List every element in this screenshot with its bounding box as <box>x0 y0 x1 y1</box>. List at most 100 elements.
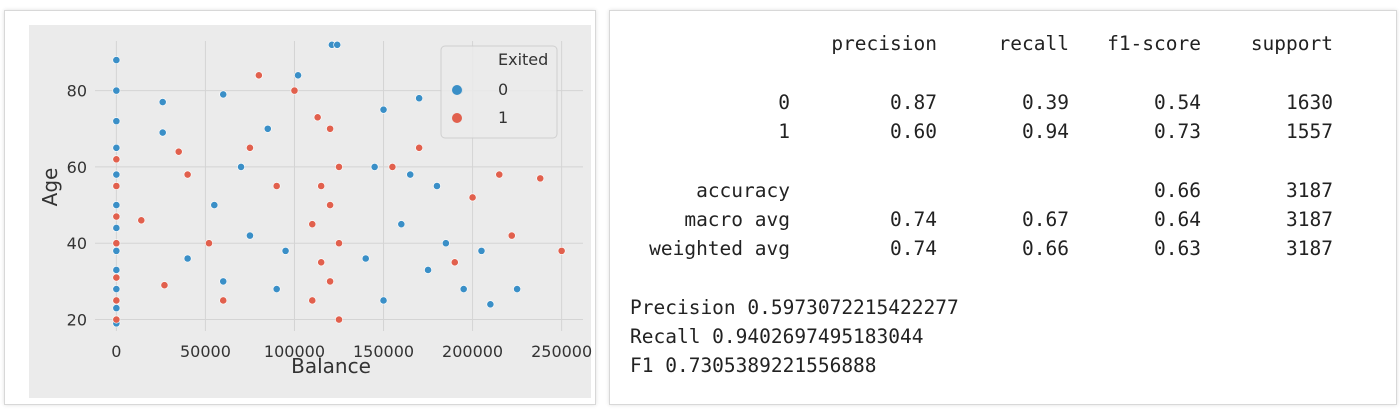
scatter-point-series-0 <box>370 163 379 171</box>
row-f1: 0.63 <box>1154 237 1201 260</box>
scatter-point-series-0 <box>112 117 121 126</box>
scatter-point-series-0 <box>183 254 192 263</box>
header-support: support <box>1250 32 1333 55</box>
scatter-point-series-0 <box>424 266 432 274</box>
row-label: 0 <box>778 91 790 114</box>
scatter-point-series-1 <box>317 182 326 190</box>
x-tick-label: 250000 <box>531 342 592 361</box>
scatter-point-series-1 <box>536 174 545 183</box>
row-recall: 0.67 <box>1022 208 1069 231</box>
recall-score-line: Recall 0.9402697495183044 <box>630 325 924 348</box>
x-axis-label: Balance <box>291 354 371 378</box>
f1-score-line: F1 0.7305389221556888 <box>630 354 877 377</box>
y-tick-label: 80 <box>67 82 87 101</box>
scatter-point-series-1 <box>174 147 183 156</box>
scatter-point-series-0 <box>333 40 342 49</box>
x-tick-label: 200000 <box>442 342 503 361</box>
legend-marker-0 <box>452 85 462 95</box>
scatter-point-series-1 <box>183 170 192 179</box>
scatter-point-series-1 <box>112 182 121 190</box>
scatter-point-series-1 <box>112 155 121 164</box>
scatter-point-series-1 <box>317 258 326 267</box>
row-recall: 0.66 <box>1022 237 1069 260</box>
scatter-point-series-0 <box>112 246 121 255</box>
row-f1: 0.64 <box>1154 208 1201 231</box>
legend-box <box>440 45 558 139</box>
scatter-point-series-1 <box>272 182 281 190</box>
y-axis-label: Age <box>38 168 62 207</box>
scatter-point-series-1 <box>254 71 263 80</box>
scatter-point-series-0 <box>441 239 450 248</box>
scatter-point-series-0 <box>415 94 424 103</box>
y-tick-label: 40 <box>67 234 87 253</box>
scatter-point-series-0 <box>210 201 219 209</box>
x-tick-label: 0 <box>111 342 121 361</box>
scatter-point-series-0 <box>246 231 254 240</box>
row-label: weighted avg <box>649 237 790 260</box>
scatter-point-series-1 <box>557 246 566 255</box>
scatter-point-series-1 <box>313 113 322 122</box>
scatter-point-series-1 <box>326 124 334 133</box>
scatter-point-series-1 <box>388 163 397 171</box>
scatter-point-series-1 <box>415 143 424 152</box>
scatter-point-series-0 <box>397 220 406 229</box>
scatter-point-series-1 <box>112 212 121 221</box>
scatter-point-series-1 <box>326 201 334 209</box>
row-precision: 0.87 <box>890 91 937 114</box>
legend-label-1: 1 <box>498 108 508 127</box>
scatter-point-series-0 <box>379 105 388 114</box>
row-recall: 0.39 <box>1022 91 1069 114</box>
scatter-point-series-0 <box>459 285 468 293</box>
x-tick-label: 50000 <box>180 342 231 361</box>
scatter-point-series-1 <box>112 273 121 282</box>
scatter-point-series-0 <box>486 300 495 309</box>
scatter-point-series-1 <box>308 220 317 229</box>
tick-labels: 0 50000 100000 150000 200000 250000 20 40 60 80 <box>67 82 593 361</box>
scatter-point-series-0 <box>281 246 290 255</box>
row-support: 3187 <box>1286 237 1333 260</box>
scatter-point-series-1 <box>112 239 121 248</box>
scatter-point-series-0 <box>263 124 272 133</box>
row-support: 3187 <box>1286 179 1333 202</box>
scatter-point-series-0 <box>158 98 167 106</box>
y-tick-label: 20 <box>67 311 87 330</box>
row-label: accuracy <box>696 179 790 202</box>
scatter-point-series-1 <box>290 86 299 95</box>
scatter-point-series-0 <box>112 201 121 209</box>
legend-label-0: 0 <box>498 80 508 99</box>
row-precision: 0.60 <box>890 120 937 143</box>
legend-marker-1 <box>452 113 462 123</box>
scatter-point-series-0 <box>406 170 415 179</box>
row-precision: 0.74 <box>890 208 937 231</box>
scatter-point-series-0 <box>379 296 388 305</box>
row-f1: 0.66 <box>1154 179 1201 202</box>
scatter-point-series-1 <box>335 239 343 248</box>
data-points <box>112 40 566 328</box>
scatter-point-series-0 <box>112 86 121 95</box>
x-tick-label: 100000 <box>264 342 325 361</box>
scatter-point-series-1 <box>326 277 334 286</box>
scatter-point-series-1 <box>468 193 477 202</box>
scatter-point-series-0 <box>112 170 121 179</box>
scatter-point-series-0 <box>433 182 441 190</box>
scatter-point-series-1 <box>335 315 343 324</box>
scatter-point-series-0 <box>361 254 370 263</box>
classification-report-panel: precision recall f1-score support 0 0.87… <box>609 10 1397 405</box>
row-precision: 0.74 <box>890 237 937 260</box>
scatter-point-series-0 <box>112 266 121 274</box>
scatter-plot: 0 50000 100000 150000 200000 250000 20 40 60 80 B… <box>29 25 593 398</box>
legend: Exited 0 1 <box>440 45 558 139</box>
scatter-point-series-1 <box>507 231 516 240</box>
row-support: 3187 <box>1286 208 1333 231</box>
scatter-point-series-0 <box>112 304 121 313</box>
row-f1: 0.54 <box>1154 91 1201 114</box>
row-support: 1557 <box>1286 120 1333 143</box>
scatter-point-series-0 <box>294 71 302 80</box>
scatter-point-series-1 <box>308 296 317 305</box>
scatter-point-series-0 <box>477 246 486 255</box>
y-tick-label: 60 <box>67 158 87 177</box>
scatter-point-series-1 <box>219 296 228 305</box>
row-label: macro avg <box>684 208 790 231</box>
scatter-point-series-1 <box>137 216 146 225</box>
x-tick-label: 150000 <box>353 342 414 361</box>
